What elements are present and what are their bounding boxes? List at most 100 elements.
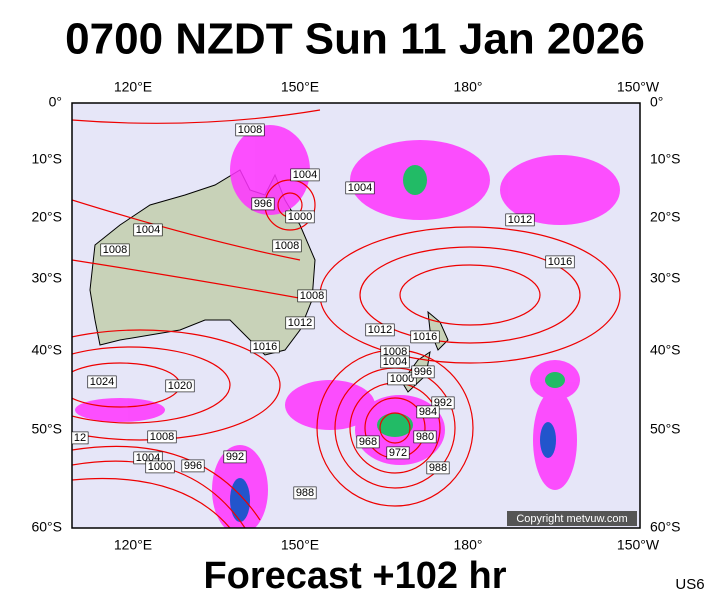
isobar-value: 1008: [383, 346, 407, 358]
isobar-value: 1008: [150, 431, 174, 443]
isobar-value: 992: [226, 451, 244, 463]
isobar-box: [133, 223, 163, 237]
isobar-value: 1012: [508, 214, 532, 226]
isobar-box: [223, 450, 247, 464]
isobar-label: 1008: [147, 430, 177, 444]
isobar-value: 1016: [253, 341, 277, 353]
isobar-label: 1016: [545, 255, 575, 269]
isobar-value: 988: [296, 487, 314, 499]
isobar-value: 1004: [293, 169, 317, 181]
lon-label: 150°W: [617, 537, 660, 553]
lon-label: 150°W: [617, 79, 660, 95]
isobar-value: 980: [416, 431, 434, 443]
isobar-value: 1008: [238, 124, 262, 136]
isobar-label: 968: [356, 435, 380, 449]
isobar-label: 1016: [250, 340, 280, 354]
isobar-box: [426, 461, 450, 475]
copyright-bg: [507, 511, 637, 526]
isobar-label: 1012: [505, 213, 535, 227]
isobar-box: [272, 239, 302, 253]
lat-label: 50°S: [31, 421, 62, 437]
isobar-label: 992: [223, 450, 247, 464]
isobar-label: 1008: [100, 243, 130, 257]
isobar-box: [71, 431, 89, 445]
isobar-value: 1024: [90, 376, 114, 388]
isobar-value: 988: [429, 462, 447, 474]
isobar-label: 996: [251, 197, 275, 211]
forecast-label: Forecast +102 hr: [203, 555, 506, 597]
lat-label: 0°: [49, 94, 62, 110]
isobar-box: [100, 243, 130, 257]
isobar-value: 1008: [103, 244, 127, 256]
isobar-value: 968: [359, 436, 377, 448]
isobar-box: [165, 379, 195, 393]
isobar-box: [345, 181, 375, 195]
copyright: Copyright metvuw.com: [516, 513, 627, 525]
isobar-label: 1004: [345, 181, 375, 195]
lon-label: 150°E: [281, 79, 319, 95]
isobar-label: 1024: [87, 375, 117, 389]
isobar-value: 1000: [288, 211, 312, 223]
isobar-box: [413, 430, 437, 444]
isobar-label: 1004: [380, 355, 410, 369]
isobar-value: 1000: [148, 461, 172, 473]
isobar-value: 996: [414, 366, 432, 378]
isobar-box: [87, 375, 117, 389]
lon-label: 120°E: [114, 537, 152, 553]
isobar-box: [293, 486, 317, 500]
isobar-value: 1020: [168, 380, 192, 392]
isobar-value: 1008: [300, 290, 324, 302]
isobar-label: 996: [181, 459, 205, 473]
lat-label: 10°S: [650, 151, 681, 167]
title: 0700 NZDT Sun 11 Jan 2026: [65, 15, 645, 64]
isobar-label: 1000: [145, 460, 175, 474]
lat-label: 10°S: [31, 151, 62, 167]
isobar-value: 1012: [368, 324, 392, 336]
isobar-value: 1004: [136, 224, 160, 236]
lat-label: 20°S: [650, 209, 681, 225]
lat-label: 0°: [650, 94, 663, 110]
isobar-value: 1004: [383, 356, 407, 368]
isobar-label: 1008: [235, 123, 265, 137]
isobar-box: [251, 197, 275, 211]
isobar-box: [410, 330, 440, 344]
lat-label: 50°S: [650, 421, 681, 437]
isobar-value: 1016: [413, 331, 437, 343]
map-frame: [71, 102, 641, 529]
isobar-box: [411, 365, 435, 379]
code: US6: [675, 576, 704, 593]
isobar-label: 1008: [297, 289, 327, 303]
isobar-label: 980: [413, 430, 437, 444]
isobar-box: [181, 459, 205, 473]
isobar-label: 972: [386, 446, 410, 460]
isobar-box: [545, 255, 575, 269]
isobar-label: 1004: [290, 168, 320, 182]
map: [72, 103, 640, 528]
lat-label: 60°S: [31, 519, 62, 535]
isobar-label: 1008: [272, 239, 302, 253]
isobar-value: 1016: [548, 256, 572, 268]
isobar-label: 984: [416, 405, 440, 419]
isobar-label: 988: [293, 486, 317, 500]
lon-label: 150°E: [281, 537, 319, 553]
isobar-box: [386, 446, 410, 460]
isobar-value: 1004: [348, 182, 372, 194]
isobar-value: 1012: [288, 317, 312, 329]
isobar-value: 12: [74, 432, 86, 444]
isobar-box: [147, 430, 177, 444]
isobar-box: [297, 289, 327, 303]
isobar-label: 1000: [387, 372, 417, 386]
isobar-box: [285, 210, 315, 224]
isobar-box: [235, 123, 265, 137]
lat-label: 60°S: [650, 519, 681, 535]
isobar-box: [387, 372, 417, 386]
lon-label: 120°E: [114, 79, 152, 95]
lon-label: 180°: [454, 79, 483, 95]
lon-label: 180°: [454, 537, 483, 553]
isobar-box: [505, 213, 535, 227]
isobar-label: 996: [411, 365, 435, 379]
lat-label: 20°S: [31, 209, 62, 225]
lat-label: 40°S: [650, 342, 681, 358]
isobar-value: 996: [254, 198, 272, 210]
isobar-label: 1012: [285, 316, 315, 330]
